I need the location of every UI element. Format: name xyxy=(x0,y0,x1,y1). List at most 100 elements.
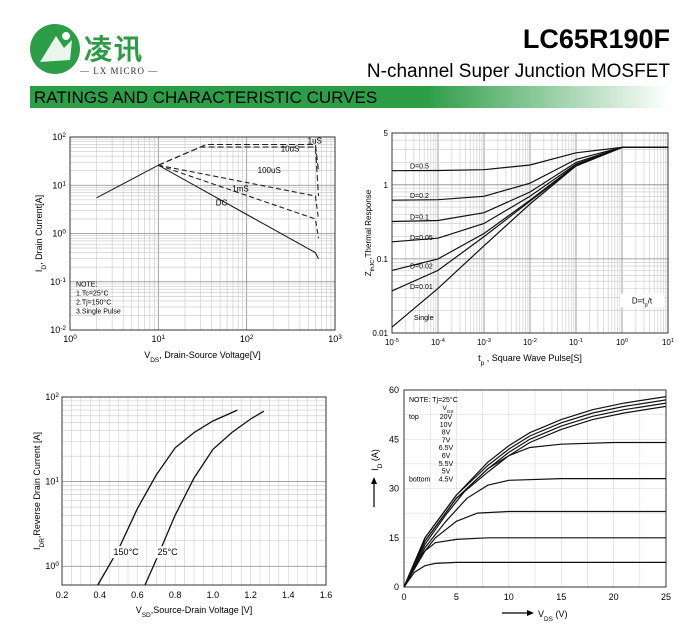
legend-entry: 6.5V xyxy=(439,445,454,452)
y-tick-label: 102 xyxy=(45,392,59,403)
legend-prefix: bottom xyxy=(409,476,431,483)
series-label: D=0.2 xyxy=(410,193,429,200)
section-banner: RATINGS AND CHARACTERISTIC CURVES xyxy=(30,86,670,108)
series-label-bg xyxy=(110,546,143,559)
y-axis-label: ID, Drain Current[A] xyxy=(34,195,48,272)
x-tick-label: 1.6 xyxy=(320,590,333,600)
series-line xyxy=(158,164,320,220)
plot-frame xyxy=(69,136,336,331)
series-line xyxy=(403,399,667,588)
x-tick-label: 10-5 xyxy=(385,338,399,347)
x-tick-label: 101 xyxy=(662,338,674,347)
series-label: Single xyxy=(414,315,434,322)
legend-entry: 4.5V xyxy=(439,476,454,483)
series-line xyxy=(158,146,320,197)
series-label: 25°C xyxy=(158,547,179,557)
x-tick-label: 10-1 xyxy=(569,338,583,347)
y-axis-label: ZthJC,Thermal Response xyxy=(364,189,376,276)
y-tick-label: 60 xyxy=(389,385,399,395)
thermal-response-chart: 10-5 10-4 10-3 10-2 10-1 100 101 0.01 0.1 1 5 tp , … xyxy=(364,129,674,367)
x-tick-label: 0.2 xyxy=(56,590,69,600)
safe-operating-area-chart: 100 101 102 103 10-2 10-1 100 101 102 VDS, Drain-… xyxy=(34,132,342,364)
y-tick-label: 0 xyxy=(394,582,399,592)
x-tick-label: 100 xyxy=(63,334,77,345)
x-tick-label: 10-3 xyxy=(477,338,491,347)
x-tick-label: 0 xyxy=(401,592,406,602)
series-label-bg xyxy=(151,546,184,559)
x-axis-label: VSD,Source-Drain Voltage [V] xyxy=(136,605,253,619)
x-axis-arrowhead-icon xyxy=(527,610,534,616)
y-tick-label: 5 xyxy=(384,129,389,138)
y-tick-label: 100 xyxy=(52,228,66,239)
x-tick-label: 1.0 xyxy=(207,590,220,600)
part-number: LC65R190F xyxy=(522,24,670,54)
series-label: D=0.5 xyxy=(410,164,429,171)
plot-frame xyxy=(61,396,327,586)
series-line xyxy=(403,405,667,588)
x-axis-label: VDS, Drain-Source Voltage[V] xyxy=(144,350,261,364)
legend-entry: 6V xyxy=(442,453,451,460)
output-characteristics-chart: 0 5 10 15 20 25 0 15 30 45 60 VDS (V) ID (A) NOTE: Tj… xyxy=(370,385,671,623)
y-axis-label: IDR,Reverse Drain Current [A] xyxy=(32,432,46,550)
note-text: NOTE: xyxy=(76,281,97,288)
y-tick-label: 0.01 xyxy=(372,329,388,338)
section-title: RATINGS AND CHARACTERISTIC CURVES xyxy=(34,88,378,107)
series-label: 1mS xyxy=(232,184,248,193)
series-line xyxy=(403,478,666,588)
x-tick-label: 0.6 xyxy=(131,590,144,600)
legend-entry: 10V xyxy=(440,422,453,429)
logo-chinese-text: 凌讯 xyxy=(84,33,145,66)
series-label: 150°C xyxy=(114,547,140,557)
series-label: D=0.02 xyxy=(410,263,433,270)
duty-cycle-annotation: D=tp/t xyxy=(632,297,653,309)
y-tick-label: 15 xyxy=(389,533,399,543)
series-label: DC xyxy=(216,199,228,208)
reverse-drain-current-chart: 0.2 0.4 0.6 0.8 1.0 1.2 1.4 1.6 100 101 102 VSD,Sou… xyxy=(32,392,333,619)
series-line xyxy=(391,146,668,328)
series-line xyxy=(403,561,666,588)
series-label: D=0.1 xyxy=(410,214,429,221)
x-axis-label: VDS (V) xyxy=(538,609,568,623)
y-tick-label: 101 xyxy=(52,180,66,191)
y-tick-label: 10-2 xyxy=(50,325,66,336)
x-tick-label: 25 xyxy=(661,592,671,602)
legend-entry: 20V xyxy=(440,414,453,421)
note-text: 1.Tc=25°C xyxy=(76,289,109,297)
note-text: 3.Single Pulse xyxy=(76,308,121,315)
series-line xyxy=(403,537,666,588)
company-logo xyxy=(30,24,80,74)
x-tick-label: 15 xyxy=(556,592,566,602)
series-line xyxy=(158,143,320,171)
legend-title: VGS xyxy=(442,405,453,414)
legend-entry: 8V xyxy=(442,430,451,437)
x-axis-label: tp , Square Wave Pulse[S] xyxy=(478,353,582,367)
x-tick-label: 10-4 xyxy=(431,338,446,347)
x-tick-label: 103 xyxy=(328,334,342,345)
note-text: 2.Tj=150°C xyxy=(76,298,111,306)
annotation-bg xyxy=(620,293,664,308)
y-tick-label: 100 xyxy=(45,561,59,572)
y-tick-label: 1 xyxy=(384,181,389,190)
series-label: D=0.01 xyxy=(410,284,433,291)
x-tick-label: 0.8 xyxy=(169,590,182,600)
device-description: N-channel Super Junction MOSFET xyxy=(366,61,670,82)
series-label: 10uS xyxy=(281,145,300,154)
x-tick-label: 102 xyxy=(240,334,254,345)
x-tick-label: 20 xyxy=(609,592,619,602)
y-tick-label: 45 xyxy=(389,434,399,444)
x-tick-label: 1.4 xyxy=(282,590,295,600)
x-tick-label: 0.4 xyxy=(93,590,106,600)
logo-english-text: — LX MICRO — xyxy=(80,66,159,76)
legend-prefix: top xyxy=(409,414,419,421)
y-axis-label: ID (A) xyxy=(370,449,384,471)
x-tick-label: 101 xyxy=(152,334,166,345)
note-text: NOTE: Tj=25°C xyxy=(409,396,458,404)
x-tick-label: 1.2 xyxy=(244,590,257,600)
y-axis-arrowhead-icon xyxy=(371,477,377,484)
series-label: 100uS xyxy=(258,166,281,175)
y-tick-label: 30 xyxy=(389,484,399,494)
series-line xyxy=(97,409,238,586)
y-tick-label: 102 xyxy=(52,132,66,143)
legend-entry: 5.5V xyxy=(439,461,454,468)
legend-entry: 5V xyxy=(442,469,451,476)
